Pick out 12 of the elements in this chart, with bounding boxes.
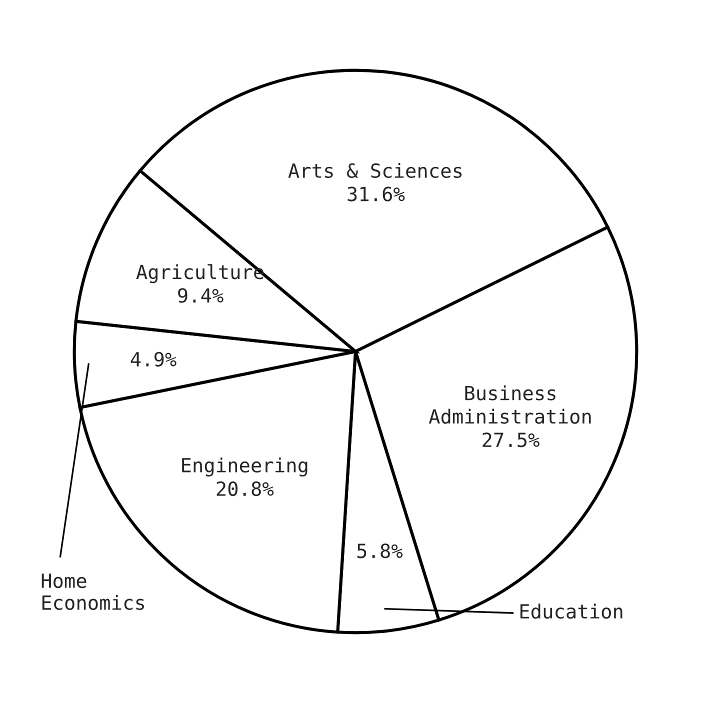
slice-label: Engineering <box>182 458 308 476</box>
slice-label: Home Economics <box>42 574 144 610</box>
data-label: 9.4% <box>178 288 224 303</box>
data-label: 27.5% <box>482 432 540 448</box>
slice-label: Agriculture <box>136 264 264 284</box>
slice-label: Arts & Sciences <box>288 162 462 178</box>
data-label: 31.6% <box>348 186 405 202</box>
slice-label: Education <box>520 604 622 619</box>
slice-label: Business Administration <box>428 385 591 424</box>
data-label: 20.8% <box>216 481 274 496</box>
data-label: 5.8% <box>357 544 403 558</box>
data-label: 4.9% <box>130 352 176 367</box>
